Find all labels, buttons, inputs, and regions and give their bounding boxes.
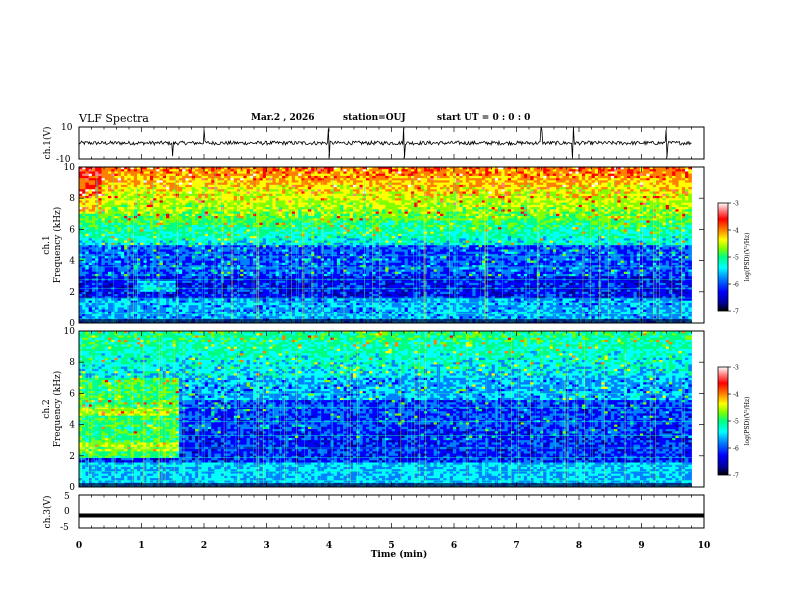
ch1-waveform-panel: 10 -10 ch.1(V) [42,123,704,165]
ch1-spectrogram-heatmap [79,167,692,323]
ch1-ytick-top: 10 [61,123,73,133]
ch1-ylabel: ch.1(V) [42,127,53,160]
